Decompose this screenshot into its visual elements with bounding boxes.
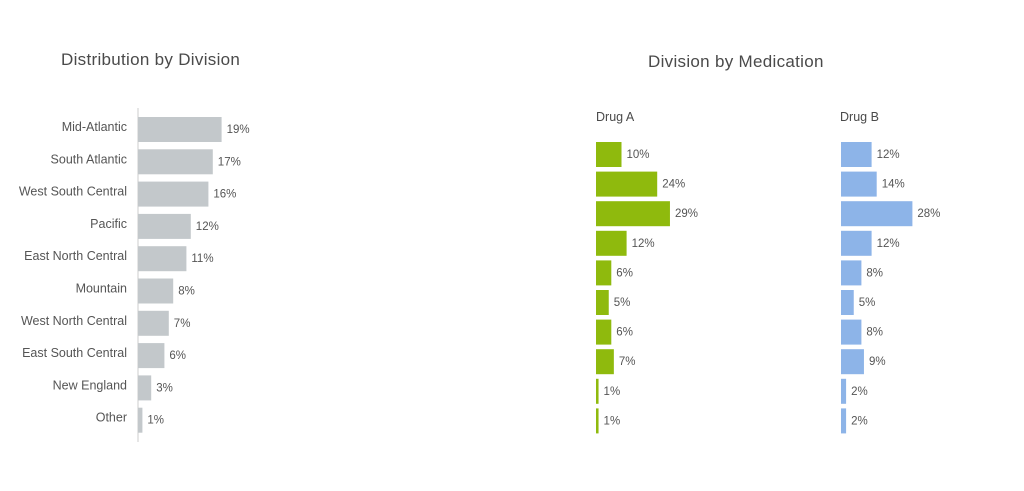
division-bar (138, 278, 174, 304)
drug-b-value-label: 8% (866, 267, 883, 279)
drug-a-value-label: 1% (604, 415, 621, 427)
division-value-label: 3% (156, 382, 173, 394)
division-bar (138, 310, 169, 336)
category-label: Mountain (76, 282, 127, 296)
drug-b-bar (841, 260, 862, 286)
division-bar (138, 213, 191, 239)
drug-a-value-label: 7% (619, 356, 636, 368)
drug-b-bar (841, 201, 913, 227)
drug-a-bar (596, 408, 599, 434)
division-value-label: 12% (196, 221, 219, 233)
category-label: West South Central (19, 185, 127, 199)
drug-b-value-label: 14% (882, 179, 905, 191)
drug-b-value-label: 12% (877, 149, 900, 161)
category-label: South Atlantic (51, 152, 127, 166)
division-value-label: 17% (218, 156, 241, 168)
drug-a-bar (596, 349, 614, 375)
medication-chart-title: Division by Medication (648, 52, 824, 71)
drug-a-value-label: 29% (675, 208, 698, 220)
drug-b-value-label: 2% (851, 386, 868, 398)
category-label: Mid-Atlantic (62, 120, 127, 134)
division-value-label: 16% (213, 189, 236, 201)
drug-b-value-label: 9% (869, 356, 886, 368)
drug-a-panel-title: Drug A (596, 110, 635, 124)
drug-a-value-label: 12% (632, 238, 655, 250)
drug-b-bar (841, 378, 847, 404)
drug-a-bar (596, 142, 622, 167)
drug-a-value-label: 24% (662, 179, 685, 191)
drug-a-bar (596, 201, 670, 227)
drug-b-value-label: 12% (877, 238, 900, 250)
drug-a-bar (596, 171, 658, 197)
division-bar (138, 181, 209, 207)
division-bar (138, 246, 187, 272)
drug-a-value-label: 6% (616, 267, 633, 279)
drug-b-bar (841, 142, 872, 167)
drug-b-bar (841, 408, 847, 434)
category-label: Other (96, 411, 127, 425)
drug-b-value-label: 2% (851, 415, 868, 427)
division-value-label: 19% (227, 124, 250, 136)
drug-a-bar (596, 319, 612, 345)
drug-b-value-label: 5% (859, 297, 876, 309)
drug-a-value-label: 6% (616, 327, 633, 339)
division-value-label: 1% (147, 415, 164, 427)
category-label: West North Central (21, 314, 127, 328)
division-bar (138, 149, 213, 175)
drug-a-bar (596, 378, 599, 404)
drug-b-value-label: 28% (917, 208, 940, 220)
division-bar (138, 407, 143, 433)
drug-b-bar (841, 290, 854, 315)
drug-b-bar (841, 349, 864, 375)
category-label: East North Central (24, 249, 127, 263)
division-value-label: 6% (169, 350, 186, 362)
division-bar (138, 343, 165, 369)
drug-b-bar (841, 171, 877, 197)
distribution-chart-title: Distribution by Division (61, 50, 241, 69)
division-bar (138, 375, 152, 401)
drug-b-panel-title: Drug B (840, 110, 879, 124)
drug-b-bar (841, 319, 862, 345)
category-label: East South Central (22, 346, 127, 360)
drug-b-value-label: 8% (866, 327, 883, 339)
drug-a-bar (596, 260, 612, 286)
division-value-label: 11% (191, 253, 213, 265)
drug-a-value-label: 5% (614, 297, 631, 309)
drug-a-bar (596, 230, 627, 256)
division-bar (138, 117, 222, 142)
drug-a-value-label: 10% (627, 149, 650, 161)
division-value-label: 8% (178, 286, 195, 298)
drug-a-bar (596, 290, 609, 315)
division-value-label: 7% (174, 318, 191, 330)
category-label: New England (53, 378, 127, 392)
drug-b-bar (841, 230, 872, 256)
category-label: Pacific (90, 217, 127, 231)
drug-a-value-label: 1% (604, 386, 621, 398)
